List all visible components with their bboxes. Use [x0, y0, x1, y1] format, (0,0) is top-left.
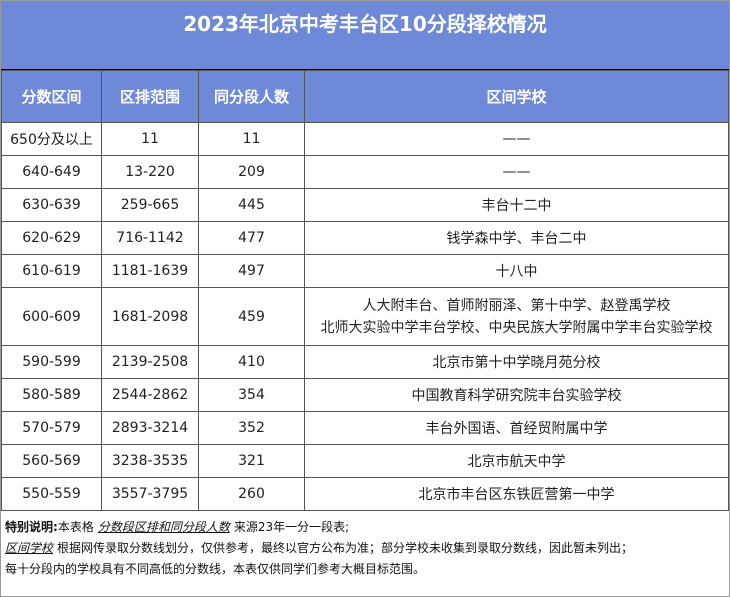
- cell: ——: [304, 155, 729, 189]
- cell: 477: [198, 221, 305, 255]
- cell: 1181-1639: [101, 254, 199, 288]
- cell: 497: [198, 254, 305, 288]
- note-label: 特别说明:: [5, 520, 58, 534]
- header-cell: 区间学校: [304, 70, 729, 123]
- cell: 11: [198, 122, 305, 156]
- header-cell: 分数区间: [1, 70, 102, 123]
- cell: 570-579: [1, 411, 102, 445]
- note-text: 每十分段内的学校具有不同高低的分数线，本表仅供同学们参考大概目标范围。: [5, 562, 426, 576]
- cell: ——: [304, 122, 729, 156]
- note-emphasis: 区间学校: [5, 541, 54, 555]
- cell: 580-589: [1, 378, 102, 412]
- row: 560-569 3238-3535 321 北京市航天中学: [1, 444, 729, 478]
- cell: 590-599: [1, 345, 102, 379]
- note-text: 来源23年一分一段表;: [233, 520, 350, 534]
- cell: 716-1142: [101, 221, 199, 255]
- row: 650分及以上 11 11 ——: [1, 122, 729, 156]
- cell: 钱学森中学、丰台二中: [304, 221, 729, 255]
- cell: 650分及以上: [1, 122, 102, 156]
- cell-line: 人大附丰台、首师附丽泽、第十中学、赵登禹学校: [362, 297, 671, 314]
- row: 570-579 2893-3214 352 丰台外国语、首经贸附属中学: [1, 411, 729, 445]
- cell: 354: [198, 378, 305, 412]
- cell: 600-609: [1, 287, 102, 346]
- cell: 十八中: [304, 254, 729, 288]
- cell: 550-559: [1, 477, 102, 511]
- row: 620-629 716-1142 477 钱学森中学、丰台二中: [1, 221, 729, 255]
- note-emphasis: 分数段区排和同分段人数: [97, 520, 230, 534]
- note-text: 本表格: [57, 520, 94, 534]
- cell: 640-649: [1, 155, 102, 189]
- cell: 630-639: [1, 188, 102, 222]
- cell: 352: [198, 411, 305, 445]
- cell: 北京市航天中学: [304, 444, 729, 478]
- cell: 560-569: [1, 444, 102, 478]
- title: 2023年北京中考丰台区10分段择校情况: [1, 1, 729, 70]
- table-body: 650分及以上 11 11 —— 640-649 13-220 209 —— 630-639 25…: [1, 122, 729, 511]
- cell: 丰台十二中: [304, 188, 729, 222]
- header-cell: 区排范围: [101, 70, 199, 123]
- note-text: 根据网传录取分数线划分，仅供参考，最终以官方公布为准；部分学校未收集到录取分数线…: [57, 541, 634, 555]
- row: 550-559 3557-3795 260 北京市丰台区东铁匠营第一中学: [1, 477, 729, 511]
- cell: 620-629: [1, 221, 102, 255]
- cell: 2544-2862: [101, 378, 199, 412]
- row: 590-599 2139-2508 410 北京市第十中学晓月苑分校: [1, 345, 729, 379]
- table: 分数区间 区排范围 同分段人数 区间学校 650分及以上 11 11 —— 640-649 13…: [1, 70, 729, 511]
- cell-line: 北师大实验中学丰台学校、中央民族大学附属中学丰台实验学校: [320, 319, 713, 336]
- cell: 445: [198, 188, 305, 222]
- note-line: 特别说明:本表格 分数段区排和同分段人数 来源23年一分一段表;: [5, 517, 725, 538]
- notes: 特别说明:本表格 分数段区排和同分段人数 来源23年一分一段表; 区间学校 根据网传录…: [1, 511, 729, 586]
- cell: 13-220: [101, 155, 199, 189]
- cell: 259-665: [101, 188, 199, 222]
- cell: 209: [198, 155, 305, 189]
- note-line: 区间学校 根据网传录取分数线划分，仅供参考，最终以官方公布为准；部分学校未收集到录…: [5, 538, 725, 559]
- row: 630-639 259-665 445 丰台十二中: [1, 188, 729, 222]
- row: 640-649 13-220 209 ——: [1, 155, 729, 189]
- cell: 2139-2508: [101, 345, 199, 379]
- cell: 3557-3795: [101, 477, 199, 511]
- cell: 中国教育科学研究院丰台实验学校: [304, 378, 729, 412]
- cell: 1681-2098: [101, 287, 199, 346]
- row: 600-609 1681-2098 459 人大附丰台、首师附丽泽、第十中学、赵登禹学…: [1, 287, 729, 346]
- cell: 北京市第十中学晓月苑分校: [304, 345, 729, 379]
- cell: 11: [101, 122, 199, 156]
- header-cell: 同分段人数: [198, 70, 305, 123]
- cell: 丰台外国语、首经贸附属中学: [304, 411, 729, 445]
- cell: 459: [198, 287, 305, 346]
- cell: 410: [198, 345, 305, 379]
- cell: 260: [198, 477, 305, 511]
- row: 610-619 1181-1639 497 十八中: [1, 254, 729, 288]
- cell: 2893-3214: [101, 411, 199, 445]
- cell: 610-619: [1, 254, 102, 288]
- cell: 3238-3535: [101, 444, 199, 478]
- note-line: 每十分段内的学校具有不同高低的分数线，本表仅供同学们参考大概目标范围。: [5, 559, 725, 580]
- cell: 人大附丰台、首师附丽泽、第十中学、赵登禹学校北师大实验中学丰台学校、中央民族大学…: [304, 287, 729, 346]
- header-row: 分数区间 区排范围 同分段人数 区间学校: [1, 70, 729, 123]
- row: 580-589 2544-2862 354 中国教育科学研究院丰台实验学校: [1, 378, 729, 412]
- cell: 北京市丰台区东铁匠营第一中学: [304, 477, 729, 511]
- cell: 321: [198, 444, 305, 478]
